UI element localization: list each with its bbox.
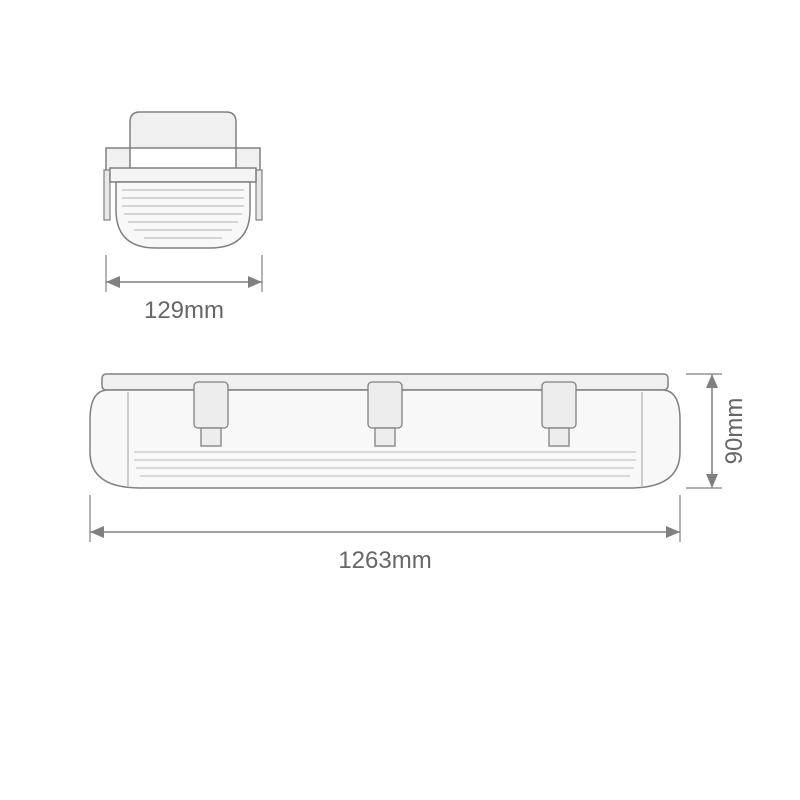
end-view: 129mm (104, 112, 262, 324)
dim-height-label: 90mm (721, 398, 748, 465)
dimension-drawing: 129mm (0, 0, 800, 800)
side-view: 1263mm 90mm (90, 374, 748, 574)
dim-length-label: 1263mm (338, 547, 431, 574)
dim-width-label: 129mm (144, 297, 224, 324)
